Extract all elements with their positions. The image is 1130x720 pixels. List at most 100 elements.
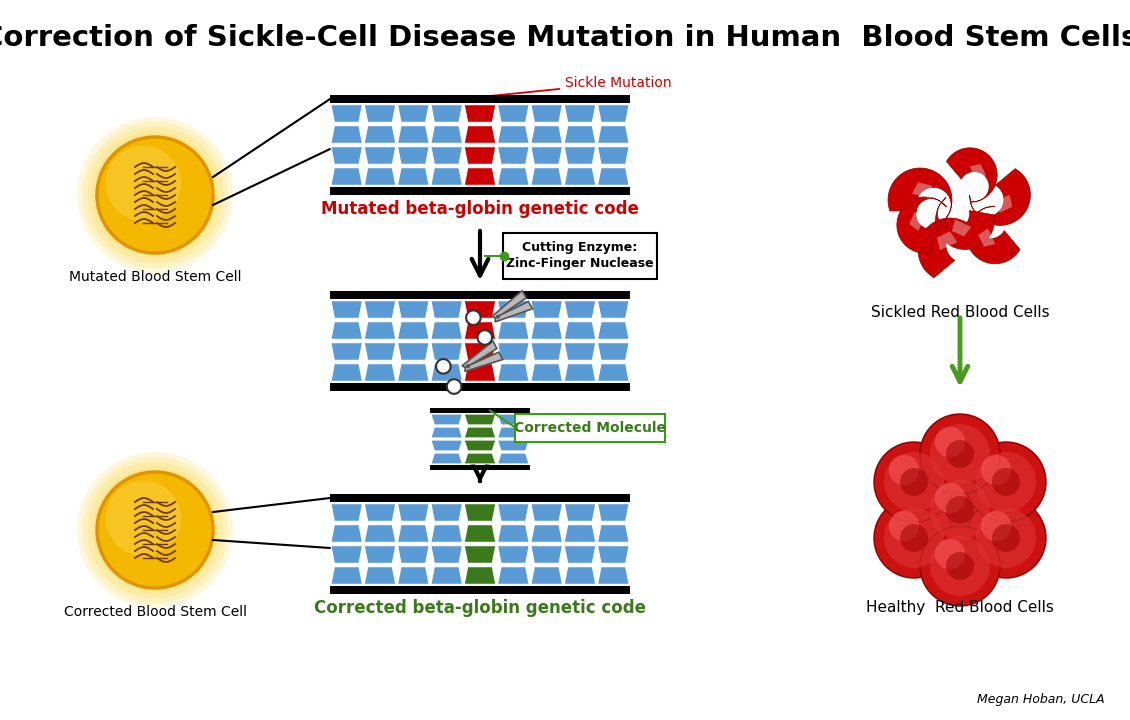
Polygon shape bbox=[364, 504, 396, 521]
Circle shape bbox=[92, 467, 218, 593]
Text: Corrected beta-globin genetic code: Corrected beta-globin genetic code bbox=[314, 599, 646, 617]
Polygon shape bbox=[598, 104, 629, 122]
Polygon shape bbox=[331, 147, 363, 164]
Polygon shape bbox=[331, 504, 363, 521]
Polygon shape bbox=[598, 322, 629, 339]
Bar bbox=[431, 408, 530, 413]
Polygon shape bbox=[464, 525, 496, 542]
Polygon shape bbox=[464, 364, 496, 382]
Polygon shape bbox=[495, 302, 532, 322]
Polygon shape bbox=[531, 546, 563, 563]
Polygon shape bbox=[564, 126, 596, 143]
Circle shape bbox=[930, 424, 990, 484]
Text: Sickle Mutation: Sickle Mutation bbox=[483, 76, 671, 96]
Polygon shape bbox=[364, 364, 396, 382]
Polygon shape bbox=[497, 427, 529, 438]
Circle shape bbox=[106, 481, 181, 556]
Polygon shape bbox=[431, 440, 462, 451]
Polygon shape bbox=[398, 343, 429, 360]
Polygon shape bbox=[331, 322, 363, 339]
Polygon shape bbox=[937, 231, 957, 251]
Polygon shape bbox=[464, 147, 496, 164]
Polygon shape bbox=[897, 197, 947, 253]
Polygon shape bbox=[464, 343, 496, 360]
Circle shape bbox=[106, 145, 181, 221]
Circle shape bbox=[97, 137, 212, 253]
Text: Healthy  Red Blood Cells: Healthy Red Blood Cells bbox=[866, 600, 1054, 615]
Polygon shape bbox=[497, 567, 529, 585]
Polygon shape bbox=[979, 228, 996, 247]
Polygon shape bbox=[398, 504, 429, 521]
Polygon shape bbox=[398, 301, 429, 318]
Polygon shape bbox=[431, 546, 462, 563]
Polygon shape bbox=[431, 414, 462, 425]
Circle shape bbox=[92, 132, 218, 258]
Circle shape bbox=[466, 364, 470, 368]
Polygon shape bbox=[431, 301, 462, 318]
Polygon shape bbox=[431, 525, 462, 542]
Polygon shape bbox=[564, 364, 596, 382]
Polygon shape bbox=[531, 301, 563, 318]
Polygon shape bbox=[464, 427, 496, 438]
Bar bbox=[330, 95, 631, 103]
Polygon shape bbox=[497, 440, 529, 451]
Circle shape bbox=[899, 468, 928, 496]
Polygon shape bbox=[431, 504, 462, 521]
Text: Megan Hoban, UCLA: Megan Hoban, UCLA bbox=[977, 693, 1105, 706]
Polygon shape bbox=[598, 567, 629, 585]
Polygon shape bbox=[531, 525, 563, 542]
Polygon shape bbox=[531, 322, 563, 339]
Circle shape bbox=[889, 455, 919, 485]
Circle shape bbox=[884, 508, 944, 568]
Polygon shape bbox=[464, 453, 496, 464]
Text: Sickled Red Blood Cells: Sickled Red Blood Cells bbox=[871, 305, 1050, 320]
Circle shape bbox=[899, 524, 928, 552]
Polygon shape bbox=[598, 546, 629, 563]
Polygon shape bbox=[531, 168, 563, 185]
Polygon shape bbox=[598, 525, 629, 542]
Polygon shape bbox=[431, 453, 462, 464]
Text: Cutting Enzyme:
Zinc-Finger Nuclease: Cutting Enzyme: Zinc-Finger Nuclease bbox=[506, 241, 654, 269]
Polygon shape bbox=[497, 414, 529, 425]
Bar bbox=[330, 383, 631, 391]
Polygon shape bbox=[431, 147, 462, 164]
Polygon shape bbox=[531, 504, 563, 521]
Polygon shape bbox=[431, 427, 462, 438]
Polygon shape bbox=[464, 546, 496, 563]
Polygon shape bbox=[462, 341, 497, 368]
Polygon shape bbox=[364, 567, 396, 585]
Circle shape bbox=[920, 414, 1000, 494]
Circle shape bbox=[873, 442, 954, 522]
Polygon shape bbox=[564, 567, 596, 585]
Circle shape bbox=[884, 452, 944, 512]
Polygon shape bbox=[497, 453, 529, 464]
Circle shape bbox=[981, 455, 1011, 485]
Polygon shape bbox=[464, 504, 496, 521]
Polygon shape bbox=[947, 148, 997, 202]
Polygon shape bbox=[331, 104, 363, 122]
Circle shape bbox=[87, 127, 223, 263]
Polygon shape bbox=[564, 504, 596, 521]
Polygon shape bbox=[464, 104, 496, 122]
Polygon shape bbox=[331, 364, 363, 382]
Polygon shape bbox=[364, 147, 396, 164]
Polygon shape bbox=[364, 525, 396, 542]
Polygon shape bbox=[431, 168, 462, 185]
Polygon shape bbox=[951, 220, 971, 236]
Polygon shape bbox=[431, 322, 462, 339]
Polygon shape bbox=[497, 546, 529, 563]
Polygon shape bbox=[398, 525, 429, 542]
Polygon shape bbox=[331, 546, 363, 563]
Polygon shape bbox=[598, 147, 629, 164]
Circle shape bbox=[976, 508, 1036, 568]
Polygon shape bbox=[497, 147, 529, 164]
Polygon shape bbox=[464, 414, 496, 425]
Polygon shape bbox=[464, 322, 496, 339]
FancyBboxPatch shape bbox=[503, 233, 657, 279]
Polygon shape bbox=[331, 343, 363, 360]
Polygon shape bbox=[431, 567, 462, 585]
Text: Correction of Sickle-Cell Disease Mutation in Human  Blood Stem Cells: Correction of Sickle-Cell Disease Mutati… bbox=[0, 24, 1130, 52]
Polygon shape bbox=[531, 104, 563, 122]
Polygon shape bbox=[497, 322, 529, 339]
Circle shape bbox=[966, 442, 1046, 522]
